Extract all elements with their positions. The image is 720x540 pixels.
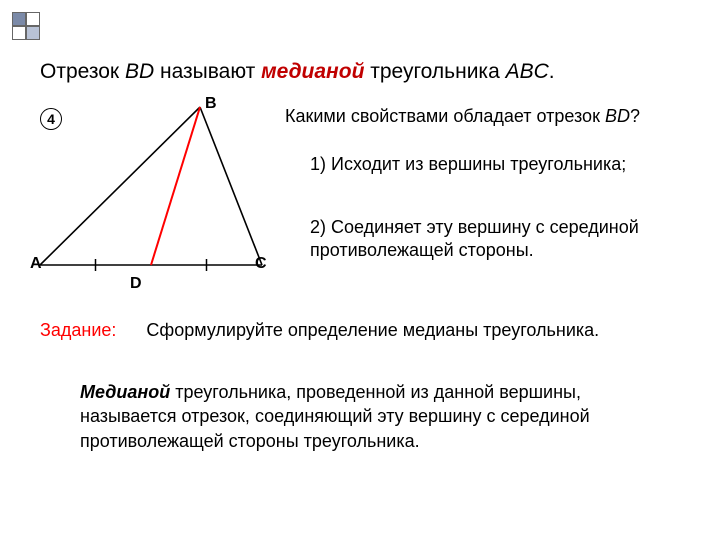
task-line: Задание: Сформулируйте определение медиа… (40, 320, 599, 341)
task-text: Сформулируйте определение медианы треуго… (146, 320, 599, 340)
triangle-figure: A B C D (30, 95, 270, 295)
title: Отрезок BD называют медианой треугольник… (40, 60, 700, 84)
title-bd: BD (125, 60, 154, 83)
deco-square (26, 12, 40, 26)
definition-text: Медианой треугольника, проведенной из да… (80, 380, 660, 453)
question-pre: Какими свойствами обладает отрезок (285, 106, 605, 126)
task-label: Задание: (40, 320, 116, 340)
question-text: Какими свойствами обладает отрезок BD? (285, 106, 640, 127)
question-bd: BD (605, 106, 630, 126)
question-post: ? (630, 106, 640, 126)
property-1: 1) Исходит из вершины треугольника; (310, 154, 626, 175)
vertex-c-label: C (255, 255, 267, 273)
definition-keyword: Медианой (80, 382, 170, 402)
property-2: 2) Соединяет эту вершину с серединой про… (310, 216, 690, 263)
title-abc: ABC (506, 60, 549, 83)
deco-square (26, 26, 40, 40)
title-median: медианой (261, 60, 364, 83)
vertex-a-label: A (30, 255, 42, 273)
title-pre: Отрезок (40, 60, 125, 83)
title-end: . (549, 60, 555, 83)
title-mid: называют (154, 60, 261, 83)
triangle-svg (30, 95, 270, 295)
vertex-d-label: D (130, 275, 142, 293)
deco-square (12, 26, 26, 40)
title-post: треугольника (364, 60, 505, 83)
deco-square (12, 12, 26, 26)
vertex-b-label: B (205, 95, 217, 113)
